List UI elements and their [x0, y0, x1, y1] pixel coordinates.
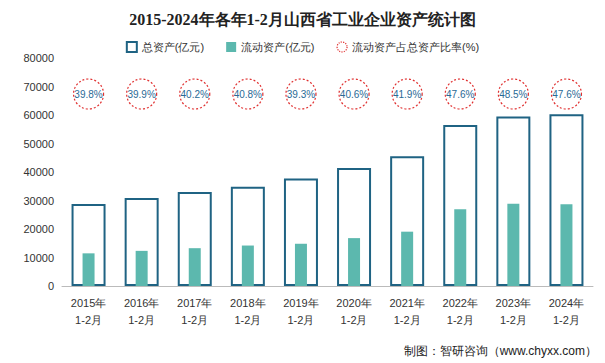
- svg-text:41.9%: 41.9%: [393, 89, 421, 100]
- svg-text:1-2月: 1-2月: [447, 314, 474, 326]
- svg-text:制图：智研咨询（www.chyxx.com）: 制图：智研咨询（www.chyxx.com）: [404, 344, 597, 358]
- svg-text:流动资产(亿元): 流动资产(亿元): [241, 41, 314, 53]
- svg-text:1-2月: 1-2月: [394, 314, 421, 326]
- svg-text:10000: 10000: [23, 252, 54, 264]
- svg-text:80000: 80000: [23, 52, 54, 64]
- svg-text:47.6%: 47.6%: [552, 89, 580, 100]
- svg-text:70000: 70000: [23, 81, 54, 93]
- svg-text:2023年: 2023年: [496, 297, 531, 309]
- svg-text:2024年: 2024年: [549, 297, 584, 309]
- svg-text:1-2月: 1-2月: [75, 314, 102, 326]
- svg-text:1-2月: 1-2月: [234, 314, 261, 326]
- svg-text:20000: 20000: [23, 223, 54, 235]
- svg-text:47.6%: 47.6%: [446, 89, 474, 100]
- svg-text:40.2%: 40.2%: [181, 89, 209, 100]
- svg-text:39.8%: 39.8%: [74, 89, 102, 100]
- svg-text:39.9%: 39.9%: [127, 89, 155, 100]
- svg-text:1-2月: 1-2月: [128, 314, 155, 326]
- svg-text:48.5%: 48.5%: [499, 89, 527, 100]
- svg-text:1-2月: 1-2月: [181, 314, 208, 326]
- svg-text:总资产(亿元): 总资产(亿元): [141, 41, 204, 53]
- svg-text:50000: 50000: [23, 138, 54, 150]
- svg-text:2018年: 2018年: [230, 297, 265, 309]
- svg-text:2021年: 2021年: [389, 297, 424, 309]
- svg-text:30000: 30000: [23, 195, 54, 207]
- svg-text:1-2月: 1-2月: [287, 314, 314, 326]
- svg-text:1-2月: 1-2月: [500, 314, 527, 326]
- svg-text:1-2月: 1-2月: [553, 314, 580, 326]
- svg-text:0: 0: [48, 280, 54, 292]
- svg-text:40000: 40000: [23, 166, 54, 178]
- svg-text:2015年: 2015年: [71, 297, 106, 309]
- svg-text:40.6%: 40.6%: [340, 89, 368, 100]
- svg-text:2022年: 2022年: [443, 297, 478, 309]
- svg-text:2015-2024年各年1-2月山西省工业企业资产统计图: 2015-2024年各年1-2月山西省工业企业资产统计图: [129, 11, 476, 28]
- svg-text:40.8%: 40.8%: [234, 89, 262, 100]
- svg-text:60000: 60000: [23, 109, 54, 121]
- svg-text:1-2月: 1-2月: [341, 314, 368, 326]
- svg-text:流动资产占总资产比率(%): 流动资产占总资产比率(%): [352, 41, 479, 53]
- svg-text:2020年: 2020年: [336, 297, 371, 309]
- svg-text:2019年: 2019年: [283, 297, 318, 309]
- svg-text:2017年: 2017年: [177, 297, 212, 309]
- svg-text:2016年: 2016年: [124, 297, 159, 309]
- svg-text:39.3%: 39.3%: [287, 89, 315, 100]
